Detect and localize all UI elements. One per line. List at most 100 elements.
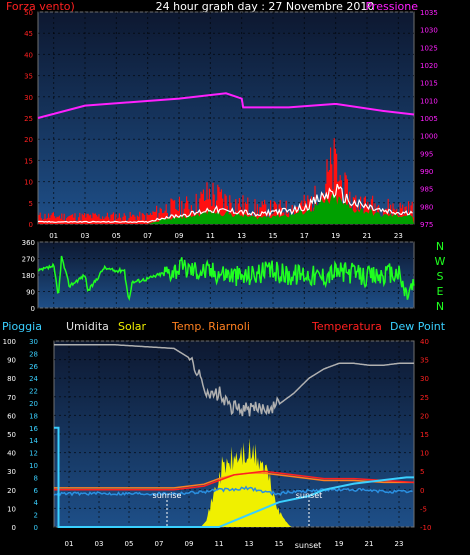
hour-tick-label: 15 [269,232,278,240]
rain-tick-label: 2 [34,512,38,520]
pressure-tick-label: 995 [420,150,433,158]
direction-axis-ticks: 0 90 180 270 360 [22,239,35,313]
rain-tick-label: 12 [29,450,38,458]
hour-tick-label: 11 [206,232,215,240]
rain-tick-label: 16 [29,425,38,433]
temperatura-line [54,470,415,491]
wind-tick-label: 0 [29,221,33,229]
compass-letter: W [435,255,446,268]
sunset-label: sunset [296,491,323,500]
percent-tick-label: 40 [7,450,16,458]
wind-tick-label: 15 [24,157,33,165]
pressure-tick-label: 1035 [420,9,438,17]
compass-letter: N [436,300,444,313]
legend-temp-riarnoli: Temp. Riarnoli [171,320,250,333]
dew-point-line [53,485,413,497]
pressure-tick-label: 1030 [420,27,438,35]
hour-tick-label: 11 [215,540,224,548]
hour-axis-bottom: 01 03 05 07 09 11 13 15 19 21 23 [65,540,404,548]
sunset-axis-label: sunset [295,541,322,550]
wind-tick-label: 35 [24,73,33,81]
wind-average-area [38,193,414,224]
percent-tick-label: 70 [7,394,16,402]
direction-tick-label: 270 [22,256,35,264]
legend-dew-point: Dew Point [390,320,446,333]
wind-tick-label: 25 [24,115,33,123]
temperature-tick-label: 35 [420,357,429,365]
wind-tick-label: 40 [24,51,33,59]
wind-tick-label: 20 [24,136,33,144]
percent-tick-label: 80 [7,375,16,383]
hour-tick-label: 09 [185,540,194,548]
direction-tick-label: 180 [22,272,35,280]
wind-direction-grid [38,241,414,309]
percent-tick-label: 20 [7,487,16,495]
pressure-tick-label: 1000 [420,133,438,141]
wind-series [37,138,414,224]
hour-tick-label: 23 [394,232,403,240]
legend-umidita: Umidita [66,320,109,333]
direction-tick-label: 0 [31,305,35,313]
temperature-tick-label: 0 [420,487,424,495]
percent-tick-label: 10 [7,505,16,513]
sunrise-label: sunrise [153,491,182,500]
rain-tick-label: 0 [34,524,38,532]
wind-tick-label: 30 [24,94,33,102]
direction-tick-label: 360 [22,239,35,247]
pressure-axis-ticks: 975 980 985 990 995 1000 1005 1010 1015 1020 1025 1… [420,9,438,229]
legend-solar: Solar [118,320,147,333]
percent-tick-label: 60 [7,412,16,420]
temperature-tick-label: 30 [420,375,429,383]
hour-tick-label: 01 [49,232,58,240]
pressure-tick-label: 1025 [420,44,438,52]
percent-axis-ticks: 0 10 20 30 40 50 60 70 80 90 100 [3,338,16,532]
rain-tick-label: 22 [29,388,38,396]
compass-letter: E [437,285,444,298]
wind-tick-label: 50 [24,9,33,17]
temperature-tick-label: 10 [420,450,429,458]
rain-tick-label: 10 [29,462,38,470]
pressure-axis-label: Pressione [366,0,419,13]
hour-tick-label: 19 [331,232,340,240]
hour-tick-label: 03 [81,232,90,240]
weather-series [53,343,415,528]
chart-title: 24 hour graph day : 27 Novembre 2010 [156,0,375,13]
temperature-tick-label: -10 [420,524,431,532]
percent-tick-label: 90 [7,357,16,365]
hour-tick-label: 03 [95,540,104,548]
hour-tick-label: 21 [365,540,374,548]
hour-tick-label: 21 [363,232,372,240]
percent-tick-label: 50 [7,431,16,439]
hour-tick-label: 01 [65,540,74,548]
hour-tick-label: 17 [300,232,309,240]
hour-tick-label: 13 [237,232,246,240]
humidity-line [54,343,414,417]
wind-tick-label: 5 [29,200,33,208]
rain-tick-label: 20 [29,400,38,408]
temperature-tick-label: 20 [420,412,429,420]
hour-axis-top: 01 03 05 07 09 11 13 15 17 19 21 23 [49,232,403,240]
temperature-tick-label: 40 [420,338,429,346]
percent-tick-label: 100 [3,338,16,346]
rain-tick-label: 28 [29,350,38,358]
pressure-tick-label: 1015 [420,80,438,88]
wind-tick-label: 45 [24,30,33,38]
pressure-tick-label: 980 [420,203,433,211]
legend-temperatura: Temperatura [311,320,382,333]
pressure-tick-label: 990 [420,168,433,176]
gust-line [37,183,413,224]
hour-tick-label: 05 [112,232,121,240]
rain-tick-label: 18 [29,412,38,420]
pressure-tick-label: 1005 [420,115,438,123]
direction-tick-label: 90 [26,289,35,297]
rain-tick-label: 14 [29,437,38,445]
temperature-tick-label: -5 [420,505,427,513]
temperature-axis-ticks: -10 -5 0 5 10 15 20 25 30 35 40 [420,338,431,532]
hour-tick-label: 05 [125,540,134,548]
pressure-tick-label: 985 [420,186,433,194]
pressure-tick-label: 975 [420,221,433,229]
rain-tick-label: 8 [34,474,38,482]
wind-axis-label: Forza vento) [6,0,75,13]
rain-tick-label: 26 [29,363,38,371]
